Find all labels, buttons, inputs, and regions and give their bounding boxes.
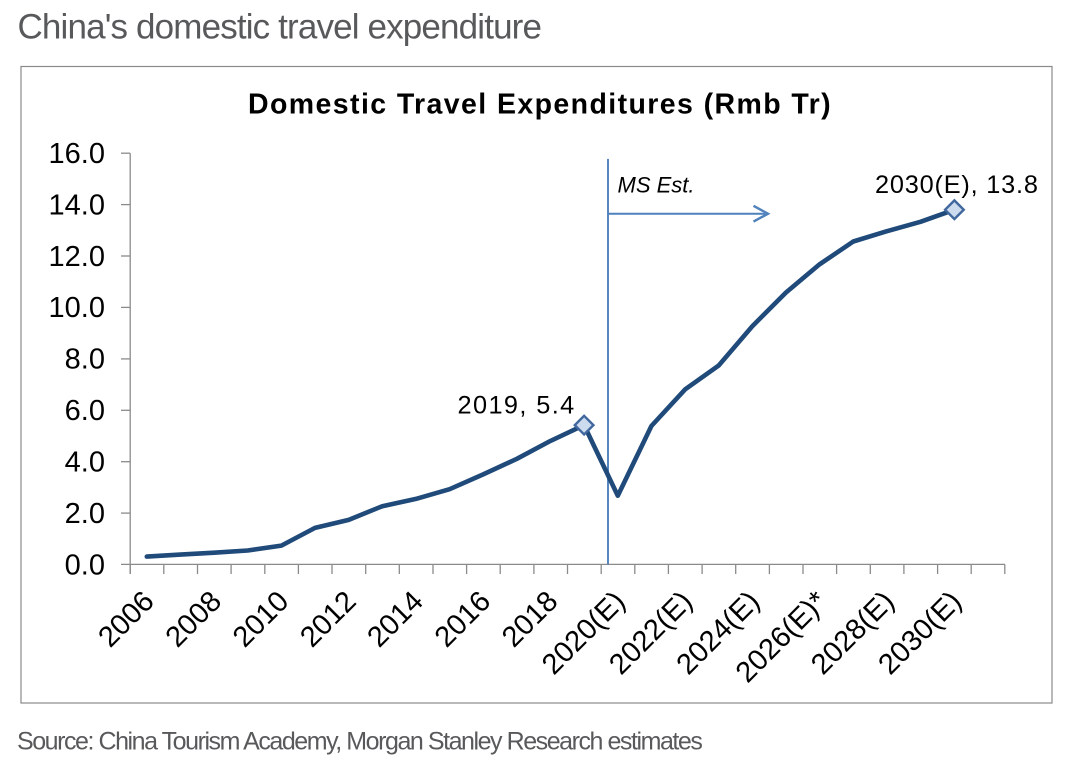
svg-text:4.0: 4.0: [65, 447, 105, 479]
svg-text:10.0: 10.0: [49, 292, 105, 324]
svg-text:16.0: 16.0: [49, 138, 105, 170]
svg-text:0.0: 0.0: [65, 549, 105, 581]
svg-text:Source: China Tourism Academy,: Source: China Tourism Academy, Morgan St…: [17, 728, 702, 756]
svg-text:Domestic Travel Expenditures (: Domestic Travel Expenditures (Rmb Tr): [248, 89, 832, 121]
svg-text:12.0: 12.0: [49, 241, 105, 273]
svg-text:MS Est.: MS Est.: [618, 172, 695, 197]
svg-text:2.0: 2.0: [65, 498, 105, 530]
svg-text:2019, 5.4: 2019, 5.4: [458, 392, 576, 420]
svg-text:6.0: 6.0: [65, 395, 105, 427]
svg-text:China's domestic travel expend: China's domestic travel expenditure: [18, 8, 542, 47]
svg-text:14.0: 14.0: [49, 189, 105, 221]
svg-text:2030(E), 13.8: 2030(E), 13.8: [875, 171, 1039, 199]
svg-text:8.0: 8.0: [65, 344, 105, 376]
